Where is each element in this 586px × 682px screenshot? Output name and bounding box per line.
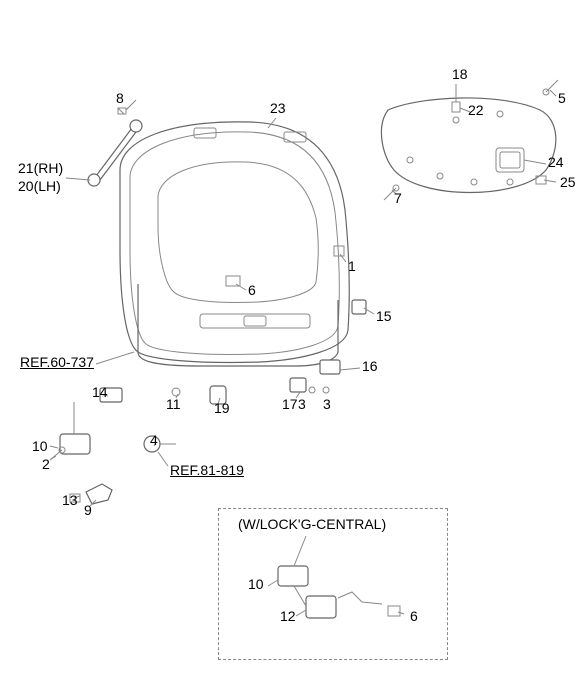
callout-6a: 6 [248,282,256,298]
callout-5: 5 [558,90,566,106]
callout-14: 14 [92,384,108,400]
callout-22: 22 [468,102,484,118]
callout-15: 15 [376,308,392,324]
ref-81-819: REF.81-819 [170,462,244,478]
callout-11: 11 [166,396,181,412]
callout-16: 16 [362,358,378,374]
callout-3b: 3 [323,396,331,412]
callout-20: 20(LH) [18,178,61,194]
right-hardware [226,246,366,393]
central-locking-title: (W/LOCK'G-CENTRAL) [238,516,386,532]
callout-4: 4 [150,432,158,448]
callout-6b: 6 [410,608,418,624]
callout-23: 23 [270,100,286,116]
callout-1: 1 [348,258,356,274]
ref-60-737: REF.60-737 [20,354,94,370]
callout-21: 21(RH) [18,160,63,176]
callout-9: 9 [84,502,92,518]
callout-12: 12 [280,608,296,624]
callout-24: 24 [548,154,564,170]
inner-trim-panel [381,80,558,200]
latch-group [50,352,226,504]
callout-25: 25 [560,174,576,190]
callout-18: 18 [452,66,468,82]
callout-7: 7 [394,190,402,206]
lifter-assembly [88,100,142,186]
callout-13: 13 [62,492,78,508]
callout-17: 17 [282,396,298,412]
callout-10b: 10 [248,576,264,592]
callout-2: 2 [42,456,50,472]
callout-3a: 3 [298,396,306,412]
callout-19: 19 [214,400,230,416]
callout-10a: 10 [32,438,48,454]
callout-8: 8 [116,90,124,106]
